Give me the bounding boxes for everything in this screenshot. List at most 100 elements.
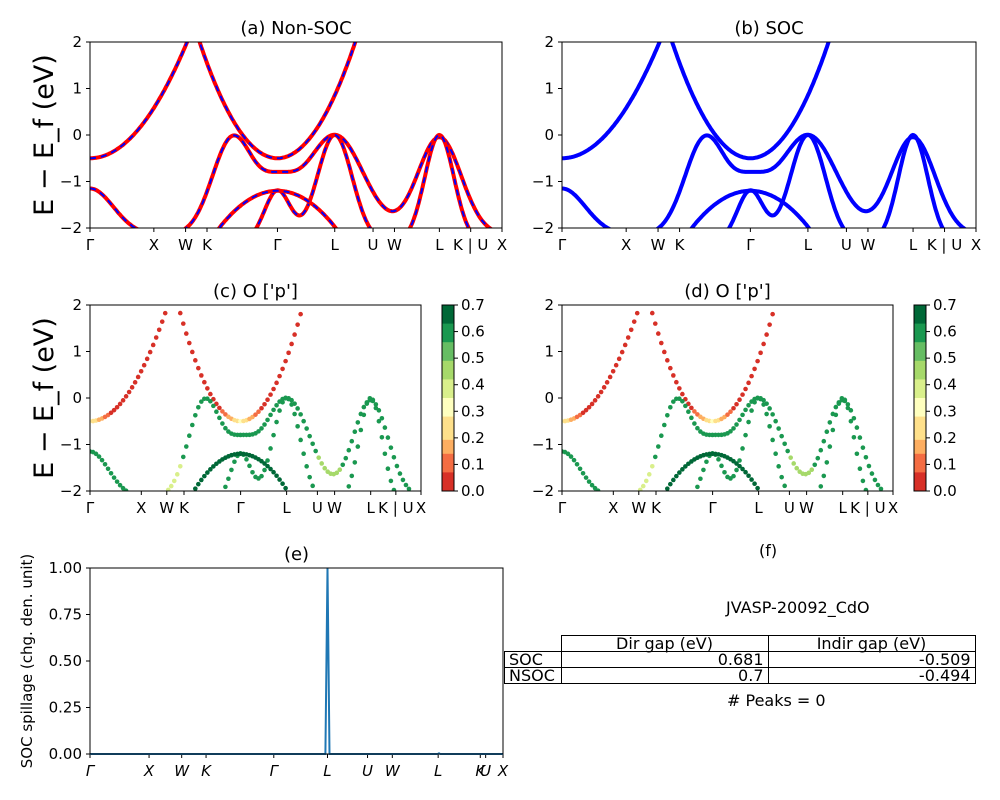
projection-point <box>863 454 869 460</box>
projection-point <box>665 486 670 491</box>
projection-point <box>289 402 294 407</box>
projection-point <box>361 412 367 418</box>
projection-point <box>289 341 294 347</box>
projection-point <box>646 472 652 477</box>
axes-frame <box>89 41 503 229</box>
projection-point <box>271 407 276 413</box>
x-tick-label: L <box>282 499 291 517</box>
projection-point <box>202 379 207 385</box>
x-tick-label: L <box>804 236 813 254</box>
x-tick-label: Γ <box>86 236 95 254</box>
colorbar-segment <box>442 421 454 427</box>
projection-point <box>274 473 279 479</box>
projection-point <box>193 486 198 491</box>
colorbar-tick-label: 0.6 <box>461 323 485 341</box>
colorbar-tick-label: 0.6 <box>933 323 957 341</box>
x-tick-label: K <box>202 236 213 254</box>
projection-point <box>247 463 252 469</box>
colorbar-segment <box>914 421 926 427</box>
colorbar-segment <box>442 439 454 445</box>
projection-point <box>286 396 291 402</box>
projection-point <box>779 433 784 439</box>
projection-point <box>677 396 682 402</box>
projection-point <box>770 311 775 317</box>
projection-point <box>123 394 129 399</box>
projection-point <box>746 380 751 386</box>
projection-point <box>571 457 577 463</box>
projection-point <box>268 412 273 418</box>
x-tick-label: U <box>841 236 852 254</box>
colorbar-segment <box>914 332 926 339</box>
projection-point <box>358 427 364 433</box>
colorbar-segment <box>914 365 926 371</box>
projection-point <box>208 399 213 404</box>
projection-point <box>283 358 288 364</box>
projection-point <box>352 429 358 435</box>
projection-point <box>785 448 790 454</box>
projection-point <box>809 467 815 473</box>
projection-point <box>193 358 198 363</box>
projection-point <box>731 426 736 431</box>
projection-point <box>752 400 757 405</box>
projection-point <box>598 389 604 395</box>
colorbar-tick-label: 0.7 <box>461 296 485 314</box>
colorbar-segment <box>914 379 926 385</box>
projection-point <box>403 482 409 488</box>
colorbar-segment <box>914 444 926 450</box>
projection-point <box>776 464 781 469</box>
x-tick-label: U <box>362 762 373 780</box>
x-tick-label: Γ <box>86 762 96 780</box>
projection-point <box>779 474 784 480</box>
colorbar-segment <box>442 314 454 320</box>
projection-point <box>698 476 703 482</box>
projection-point <box>866 463 872 469</box>
projection-point <box>764 332 769 337</box>
projection-point <box>177 310 183 316</box>
projection-point <box>298 437 303 443</box>
colorbar-tick-label: 0.5 <box>461 349 485 367</box>
projection-point <box>111 407 117 413</box>
y-tick-label: 1 <box>72 343 82 361</box>
projection-point <box>863 487 869 491</box>
x-tick-label: K | U <box>850 499 885 517</box>
projection-point <box>253 412 258 417</box>
projection-point <box>683 403 688 409</box>
projection-point <box>668 404 673 410</box>
projection-point <box>851 434 857 440</box>
y-tick-label: 0.50 <box>49 652 82 670</box>
x-tick-label: Γ <box>558 499 567 517</box>
band-line-red <box>216 188 339 228</box>
projection-point <box>583 407 589 413</box>
projection-point <box>138 368 144 374</box>
projection-point <box>761 341 766 347</box>
y-tick-label: −2 <box>532 482 554 500</box>
projection-point <box>668 365 673 371</box>
projection-point <box>292 411 297 417</box>
projection-point <box>147 349 153 355</box>
colorbar-tick-label: 0.4 <box>461 376 485 394</box>
colorbar-segment <box>914 481 926 487</box>
y-tick-label: −1 <box>532 436 554 454</box>
projection-point <box>313 448 318 454</box>
projection-point <box>659 340 664 346</box>
projection-point <box>794 465 800 471</box>
projection-point <box>355 420 361 425</box>
projection-point <box>728 409 733 415</box>
colorbar-segment <box>914 430 926 436</box>
projection-point <box>875 482 881 488</box>
colorbar-segment <box>442 458 454 464</box>
y-tick-label: 2 <box>72 296 82 314</box>
x-tick-label: W <box>651 236 666 254</box>
nsoc-indir-gap: -0.494 <box>767 667 976 684</box>
y-tick-label: 1 <box>544 343 554 361</box>
colorbar-segment <box>442 481 454 487</box>
projection-point <box>755 485 760 491</box>
projection-point <box>310 483 315 489</box>
projection-point <box>692 421 697 426</box>
colorbar-segment <box>914 416 926 422</box>
spillage-line <box>90 567 503 755</box>
y-tick-label: 0.00 <box>49 745 82 763</box>
projection-point <box>652 454 658 460</box>
projection-point <box>265 417 270 423</box>
x-tick-label: U <box>312 499 323 517</box>
